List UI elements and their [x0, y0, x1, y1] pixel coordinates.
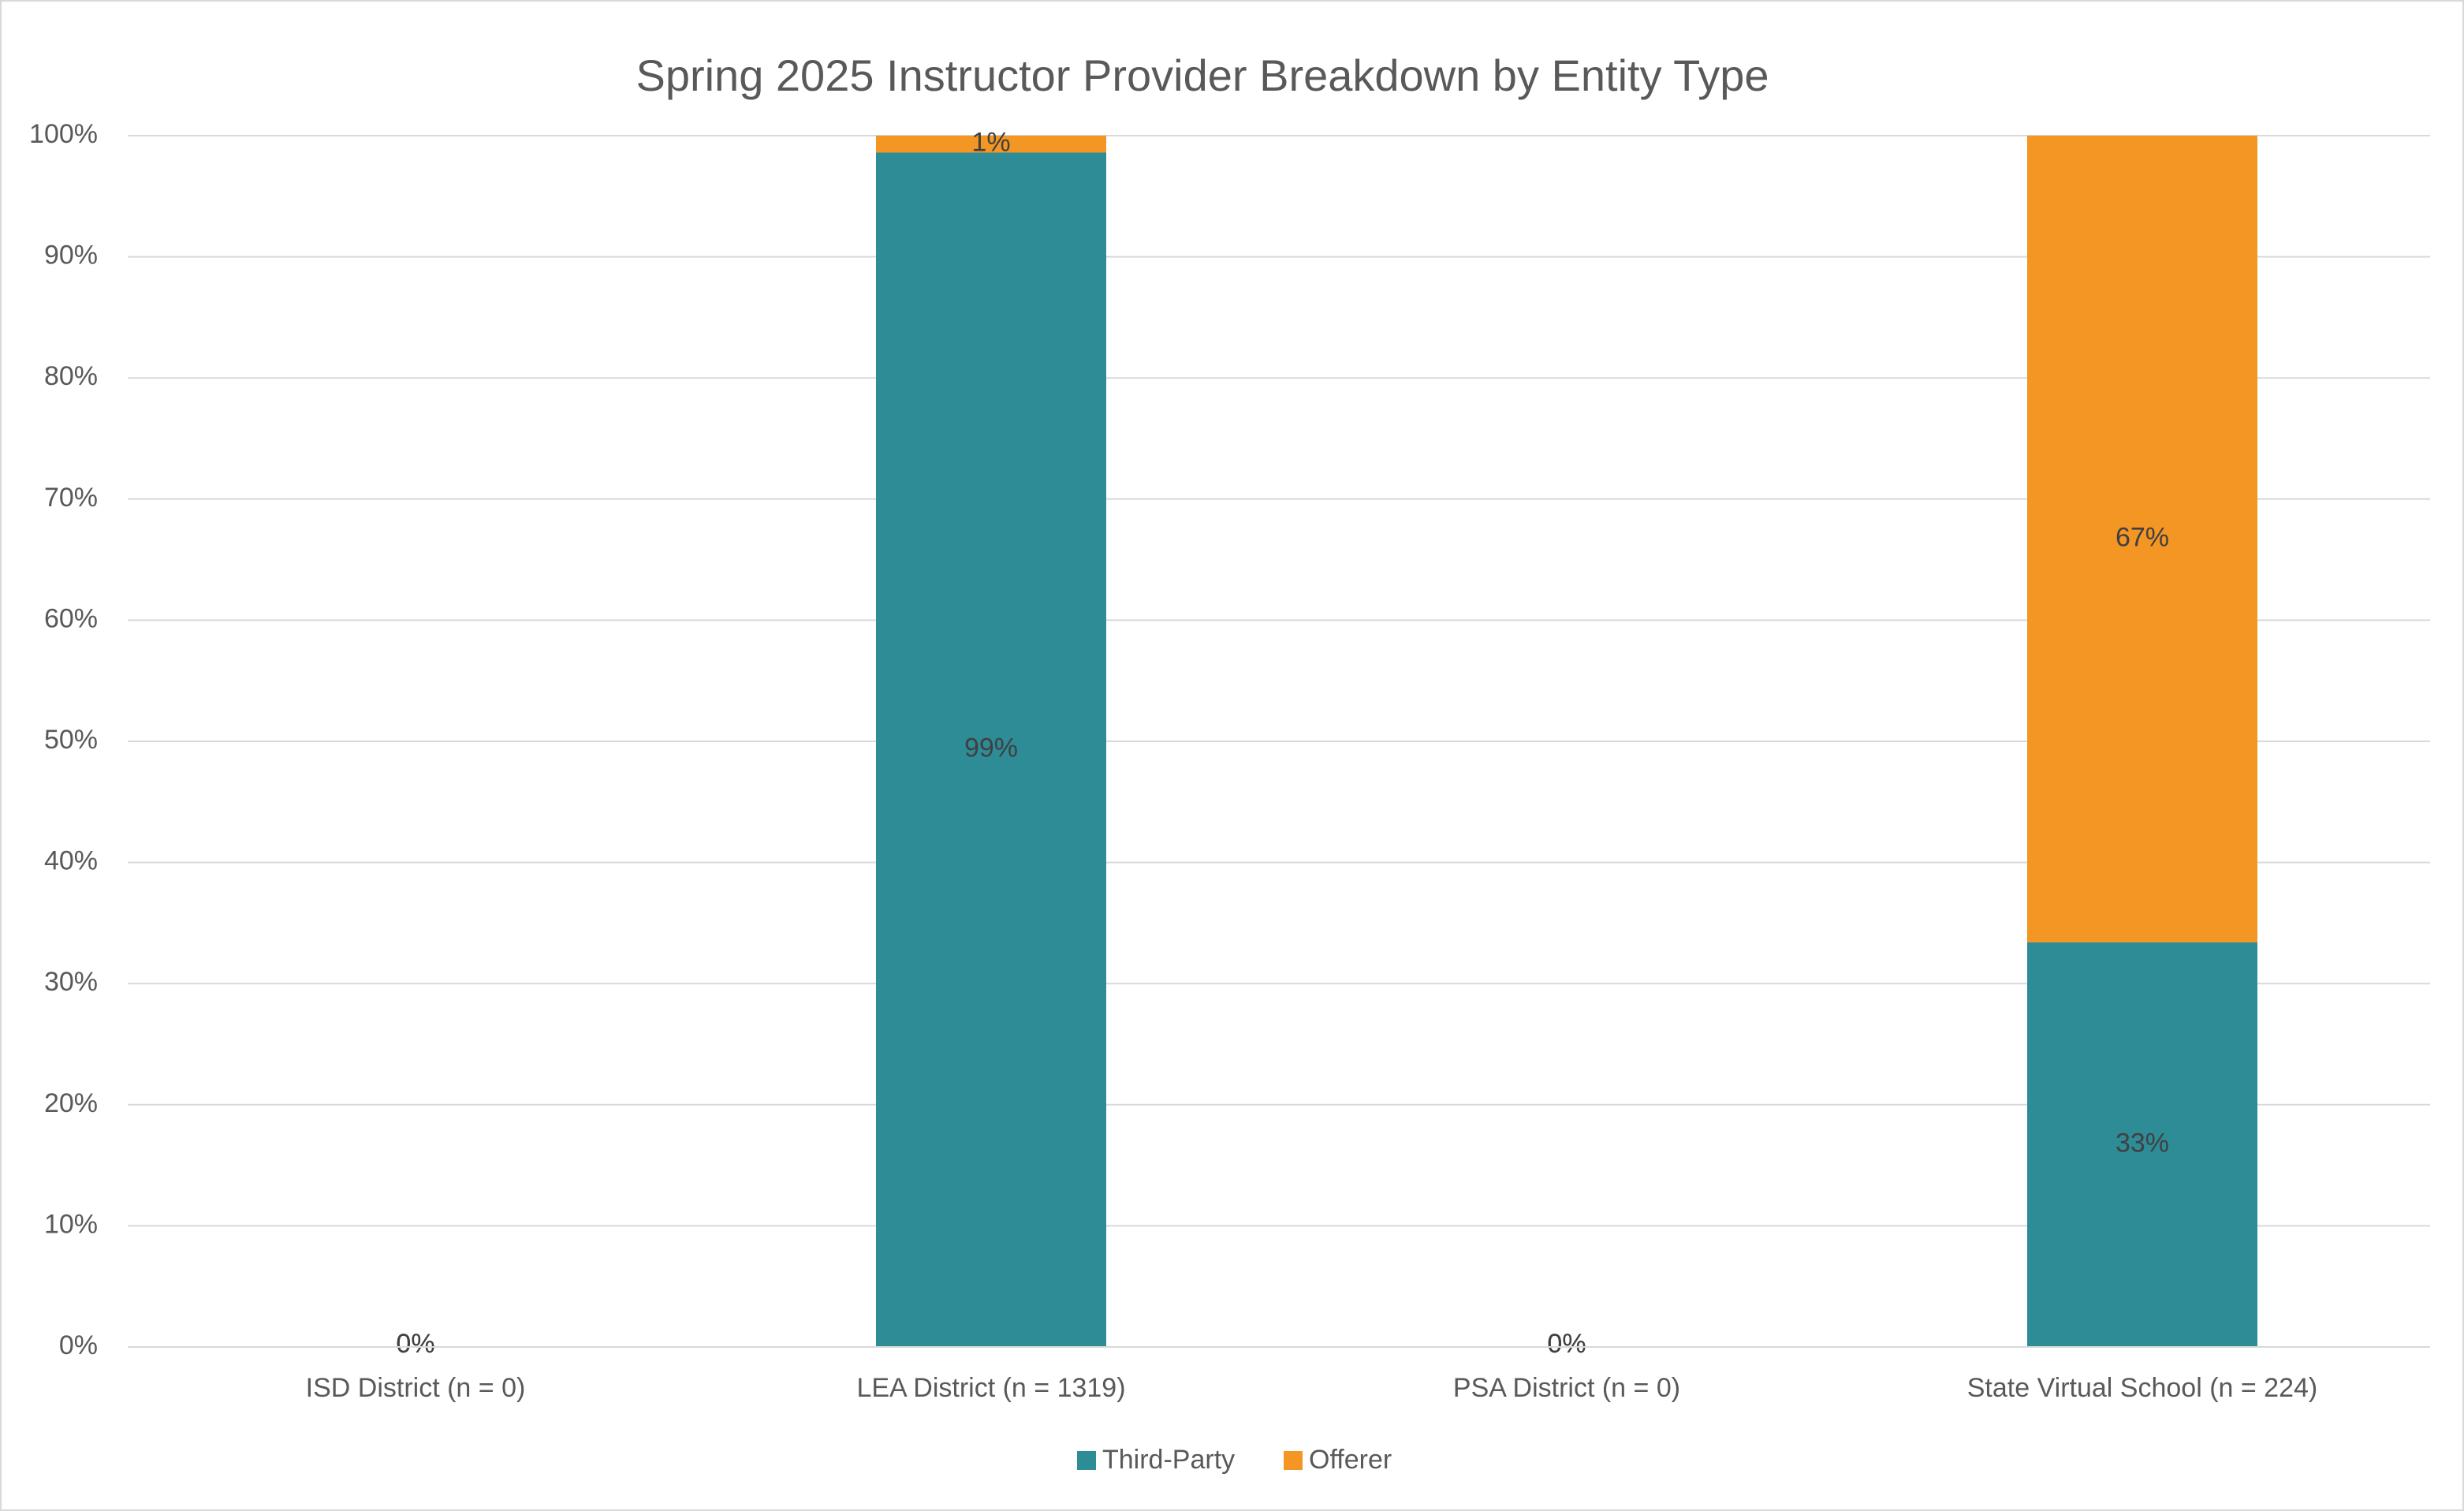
- y-tick-label: 80%: [44, 361, 98, 391]
- data-label: 0%: [1547, 1329, 1586, 1359]
- y-tick-label: 40%: [44, 846, 98, 876]
- legend-swatch: [1077, 1451, 1096, 1470]
- y-tick-label: 0%: [59, 1330, 98, 1360]
- y-tick-label: 60%: [44, 603, 98, 633]
- bar-segment: [876, 136, 1106, 153]
- bar-segment: [2027, 136, 2257, 942]
- y-tick-label: 20%: [44, 1088, 98, 1118]
- y-tick-label: 30%: [44, 967, 98, 997]
- x-tick-label: State Virtual School (n = 224): [1967, 1373, 2317, 1403]
- data-label: 0%: [396, 1329, 434, 1359]
- data-label: 0%: [396, 1329, 434, 1359]
- bar-segment: [876, 152, 1106, 1347]
- data-label: 67%: [2115, 522, 2169, 552]
- chart-title: Spring 2025 Instructor Provider Breakdow…: [636, 50, 1769, 100]
- x-tick-label: ISD District (n = 0): [306, 1373, 526, 1403]
- data-label: 99%: [964, 733, 1018, 763]
- legend-label: Offerer: [1309, 1445, 1392, 1475]
- data-label: 1%: [971, 128, 1010, 158]
- x-tick-label: PSA District (n = 0): [1453, 1373, 1680, 1403]
- data-label: 33%: [2115, 1128, 2169, 1158]
- y-tick-label: 10%: [44, 1209, 98, 1239]
- y-tick-label: 50%: [44, 725, 98, 755]
- y-tick-label: 100%: [29, 119, 98, 149]
- bar-segment: [2027, 942, 2257, 1347]
- y-tick-label: 70%: [44, 483, 98, 513]
- data-label: 0%: [1547, 1329, 1586, 1359]
- legend-swatch: [1284, 1451, 1303, 1470]
- x-tick-label: LEA District (n = 1319): [856, 1373, 1125, 1403]
- legend-label: Third-Party: [1102, 1445, 1235, 1475]
- y-tick-label: 90%: [44, 241, 98, 270]
